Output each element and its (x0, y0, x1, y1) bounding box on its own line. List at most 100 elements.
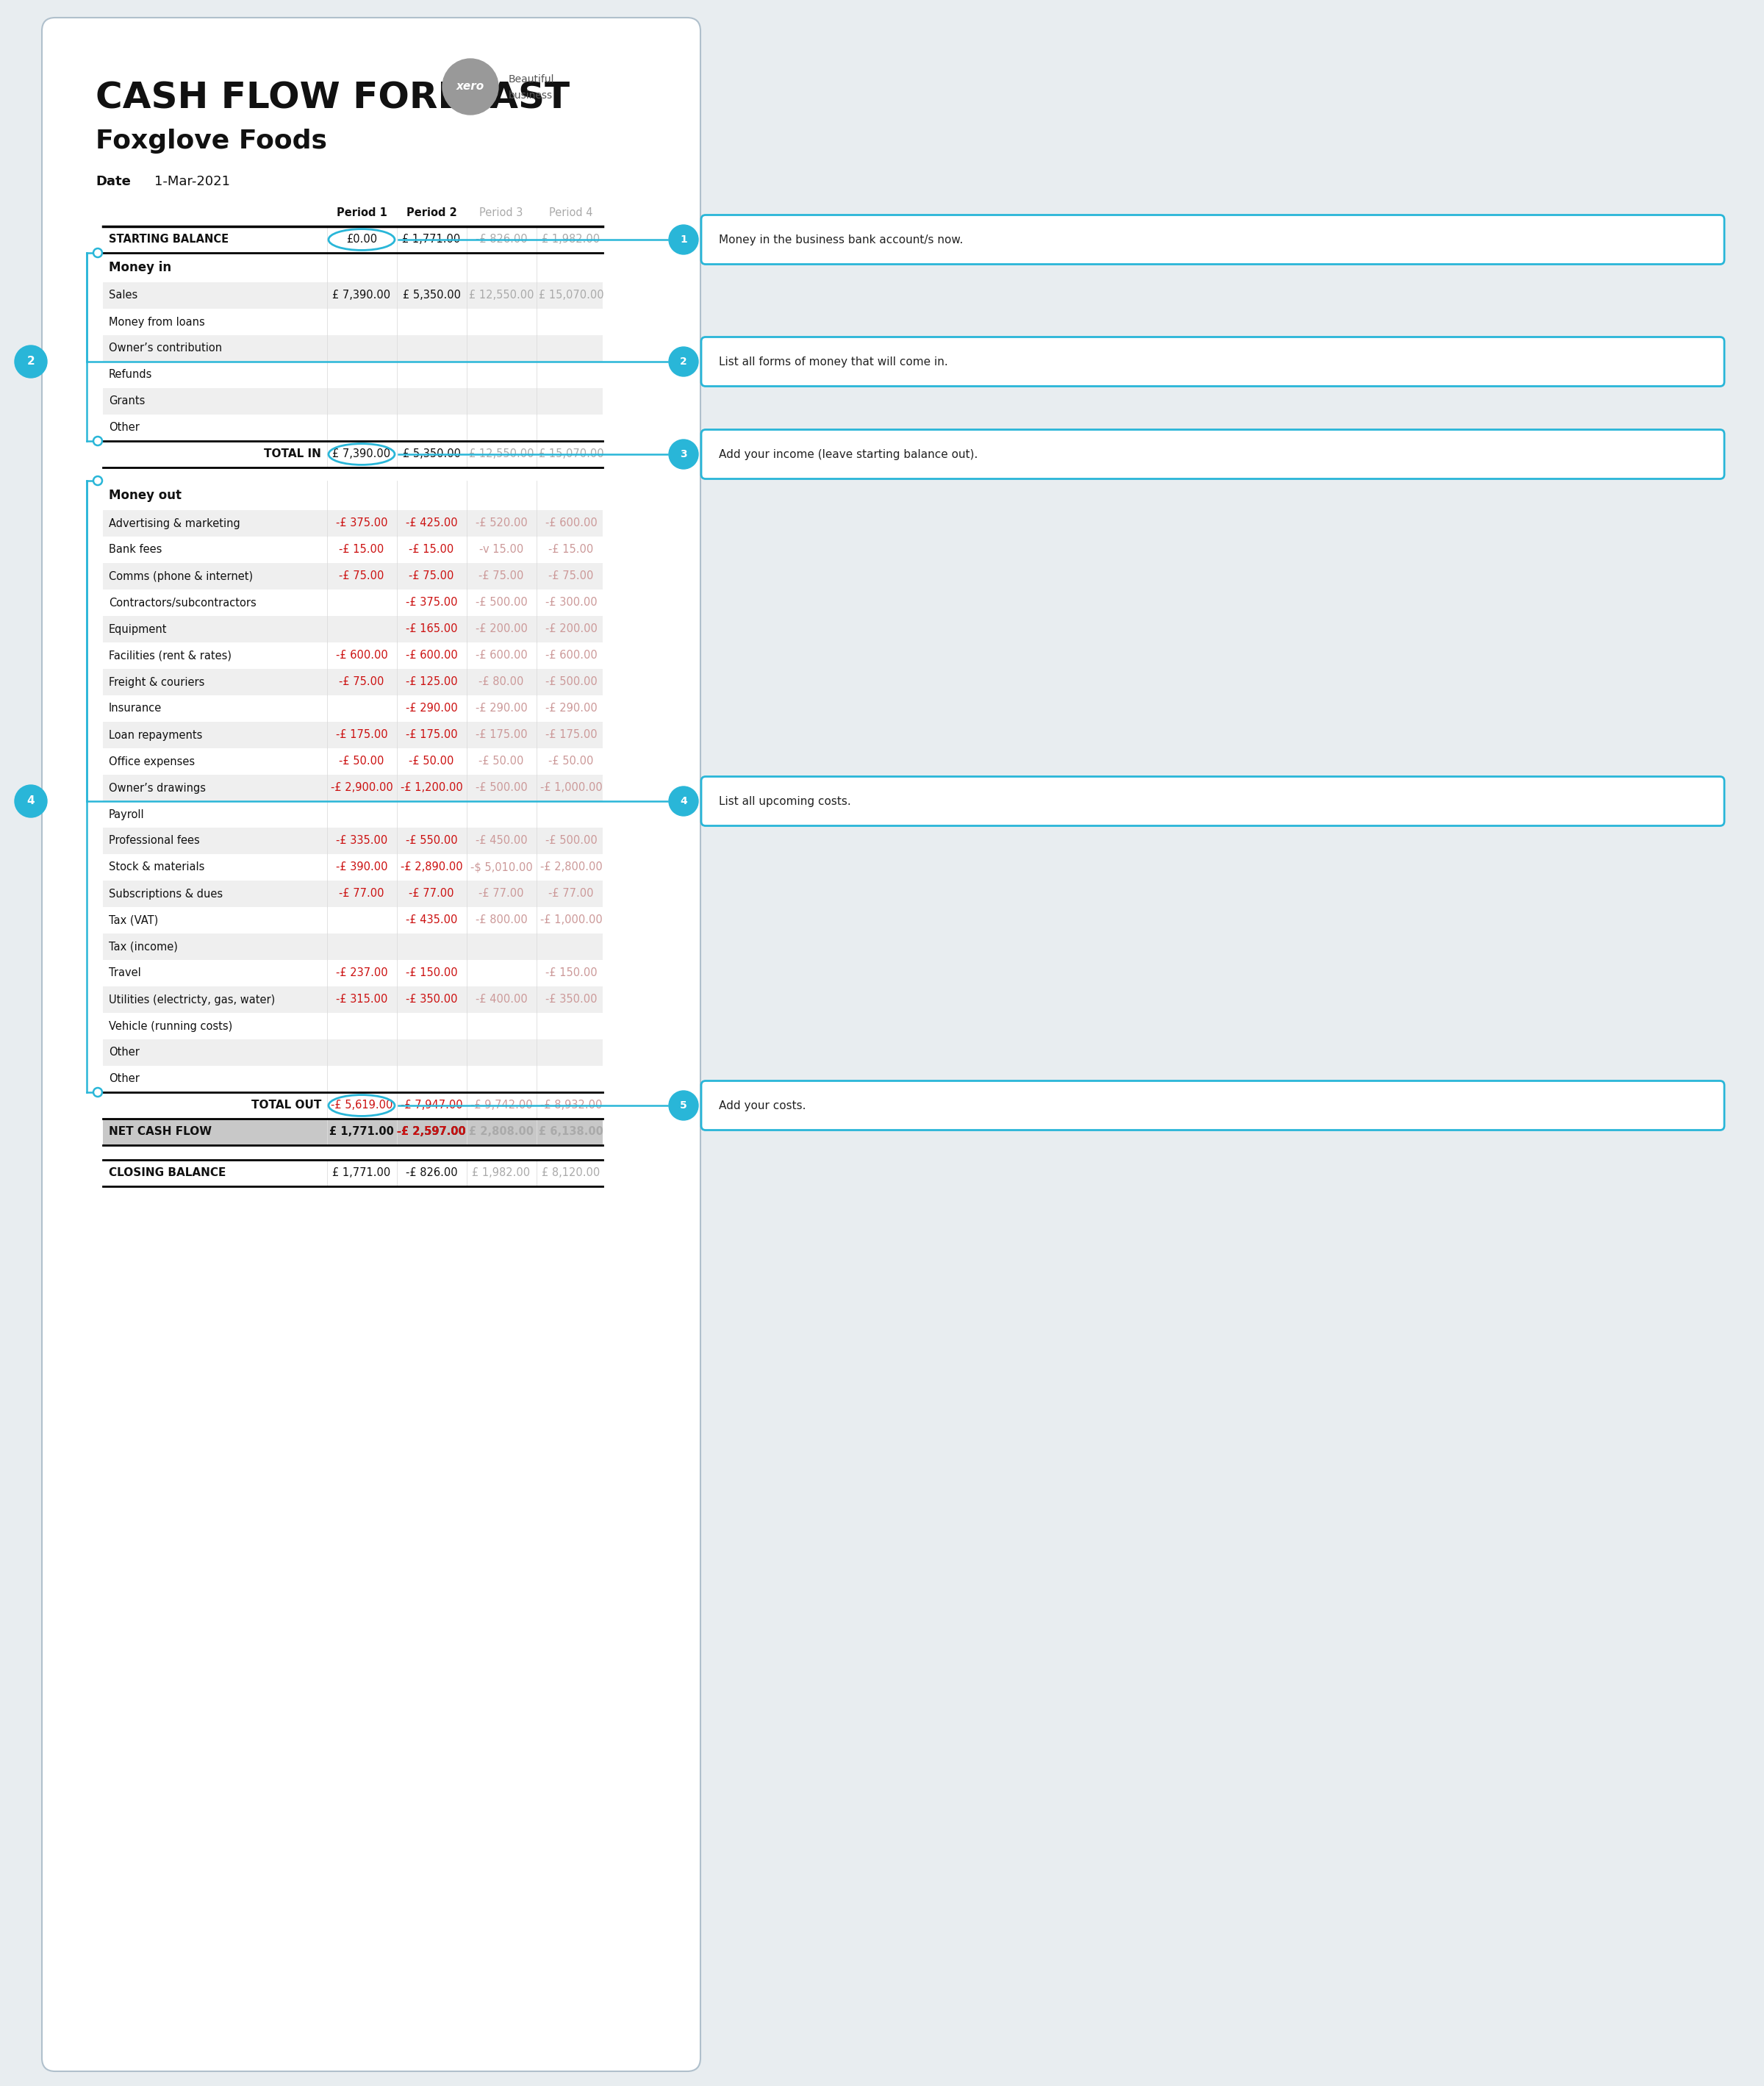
Bar (102, 801, 603, 828)
Text: -£ 7,947.00: -£ 7,947.00 (400, 1099, 462, 1112)
Text: -£ 600.00: -£ 600.00 (545, 651, 596, 661)
Text: -£ 550.00: -£ 550.00 (406, 834, 457, 847)
Text: -£ 165.00: -£ 165.00 (406, 624, 457, 634)
Text: 1-Mar-2021: 1-Mar-2021 (155, 175, 229, 188)
Bar (102, 361, 603, 388)
Text: -£ 15.00: -£ 15.00 (339, 544, 385, 555)
Text: -£ 175.00: -£ 175.00 (545, 730, 596, 741)
Text: Bank fees: Bank fees (109, 544, 162, 555)
Bar (102, 880, 603, 907)
Text: TOTAL OUT: TOTAL OUT (250, 1099, 321, 1112)
Bar (102, 987, 603, 1014)
Text: -£ 75.00: -£ 75.00 (409, 572, 453, 582)
Text: -£ 1,000.00: -£ 1,000.00 (540, 916, 602, 926)
Bar (102, 336, 603, 361)
Text: -£ 175.00: -£ 175.00 (406, 730, 457, 741)
Text: -£ 375.00: -£ 375.00 (335, 517, 388, 530)
Bar (102, 1118, 603, 1145)
Text: £ 1,771.00: £ 1,771.00 (332, 1168, 392, 1179)
Bar (102, 511, 603, 536)
Text: Add your costs.: Add your costs. (720, 1099, 806, 1112)
Bar (102, 1160, 603, 1187)
Bar (102, 960, 603, 987)
Bar (102, 1066, 603, 1093)
Circle shape (14, 346, 48, 378)
Circle shape (669, 1091, 699, 1120)
Bar (102, 590, 603, 615)
Text: -$ 5,010.00: -$ 5,010.00 (471, 862, 533, 872)
Bar (102, 388, 603, 415)
Text: Vehicle (running costs): Vehicle (running costs) (109, 1020, 233, 1033)
Text: Grants: Grants (109, 396, 145, 407)
Bar (102, 749, 603, 774)
Text: £ 1,771.00: £ 1,771.00 (330, 1126, 393, 1137)
Text: £ 15,070.00: £ 15,070.00 (538, 290, 603, 300)
Text: -£ 800.00: -£ 800.00 (475, 916, 527, 926)
Text: Tax (income): Tax (income) (109, 941, 178, 951)
Bar (102, 252, 603, 282)
Text: Utilities (electricty, gas, water): Utilities (electricty, gas, water) (109, 995, 275, 1005)
FancyBboxPatch shape (702, 338, 1725, 386)
Text: -£ 125.00: -£ 125.00 (406, 676, 457, 688)
Text: -£ 315.00: -£ 315.00 (335, 995, 388, 1005)
Text: -£ 200.00: -£ 200.00 (475, 624, 527, 634)
Bar (102, 932, 603, 960)
Text: £ 5,350.00: £ 5,350.00 (402, 290, 460, 300)
FancyBboxPatch shape (702, 430, 1725, 480)
Text: Other: Other (109, 1047, 139, 1058)
Text: -£ 500.00: -£ 500.00 (475, 782, 527, 793)
Text: -£ 200.00: -£ 200.00 (545, 624, 598, 634)
Bar (102, 907, 603, 932)
Text: Foxglove Foods: Foxglove Foods (95, 129, 326, 154)
Text: £ 7,390.00: £ 7,390.00 (333, 448, 390, 459)
Text: Money out: Money out (109, 488, 182, 503)
Text: -£ 50.00: -£ 50.00 (478, 755, 524, 768)
Text: Add your income (leave starting balance out).: Add your income (leave starting balance … (720, 448, 977, 459)
Bar (102, 480, 603, 511)
Bar (102, 642, 603, 670)
Text: -£ 600.00: -£ 600.00 (406, 651, 457, 661)
Text: -£ 80.00: -£ 80.00 (478, 676, 524, 688)
Text: -£ 600.00: -£ 600.00 (335, 651, 388, 661)
Text: CLOSING BALANCE: CLOSING BALANCE (109, 1168, 226, 1179)
Text: -£ 50.00: -£ 50.00 (409, 755, 453, 768)
Text: £ 8,120.00: £ 8,120.00 (542, 1168, 600, 1179)
Circle shape (14, 784, 48, 818)
Text: -£ 300.00: -£ 300.00 (545, 597, 596, 609)
Text: -£ 75.00: -£ 75.00 (549, 572, 594, 582)
Text: -£ 290.00: -£ 290.00 (545, 703, 596, 713)
Text: Facilities (rent & rates): Facilities (rent & rates) (109, 651, 231, 661)
Text: Refunds: Refunds (109, 369, 152, 380)
Text: -£ 520.00: -£ 520.00 (475, 517, 527, 530)
Text: £ 1,771.00: £ 1,771.00 (402, 234, 460, 246)
Text: Contractors/subcontractors: Contractors/subcontractors (109, 597, 256, 609)
Text: -£ 500.00: -£ 500.00 (545, 834, 596, 847)
Bar (102, 282, 603, 309)
Bar (102, 695, 603, 722)
Text: £ 5,350.00: £ 5,350.00 (402, 448, 460, 459)
Text: £0.00: £0.00 (346, 234, 377, 246)
Text: -£ 75.00: -£ 75.00 (478, 572, 524, 582)
Text: -£ 50.00: -£ 50.00 (549, 755, 594, 768)
Text: -£ 77.00: -£ 77.00 (478, 889, 524, 899)
Text: -£ 826.00: -£ 826.00 (406, 1168, 457, 1179)
FancyBboxPatch shape (702, 776, 1725, 826)
Text: -£ 8,932.00: -£ 8,932.00 (540, 1099, 602, 1112)
Text: 3: 3 (679, 448, 688, 459)
Text: -£ 400.00: -£ 400.00 (475, 995, 527, 1005)
Text: Comms (phone & internet): Comms (phone & internet) (109, 572, 252, 582)
Bar (102, 536, 603, 563)
Circle shape (93, 248, 102, 257)
Text: £ 7,390.00: £ 7,390.00 (333, 290, 390, 300)
Text: -£ 1,200.00: -£ 1,200.00 (400, 782, 462, 793)
Text: £ 1,982.00: £ 1,982.00 (473, 1168, 531, 1179)
Text: -£ 2,900.00: -£ 2,900.00 (330, 782, 393, 793)
Bar (102, 1039, 603, 1066)
Text: -£ 350.00: -£ 350.00 (545, 995, 596, 1005)
Text: Other: Other (109, 421, 139, 434)
Text: Period 1: Period 1 (337, 207, 386, 219)
Circle shape (669, 346, 699, 375)
Text: -£ 175.00: -£ 175.00 (475, 730, 527, 741)
Text: -£ 500.00: -£ 500.00 (475, 597, 527, 609)
Text: List all forms of money that will come in.: List all forms of money that will come i… (720, 357, 947, 367)
